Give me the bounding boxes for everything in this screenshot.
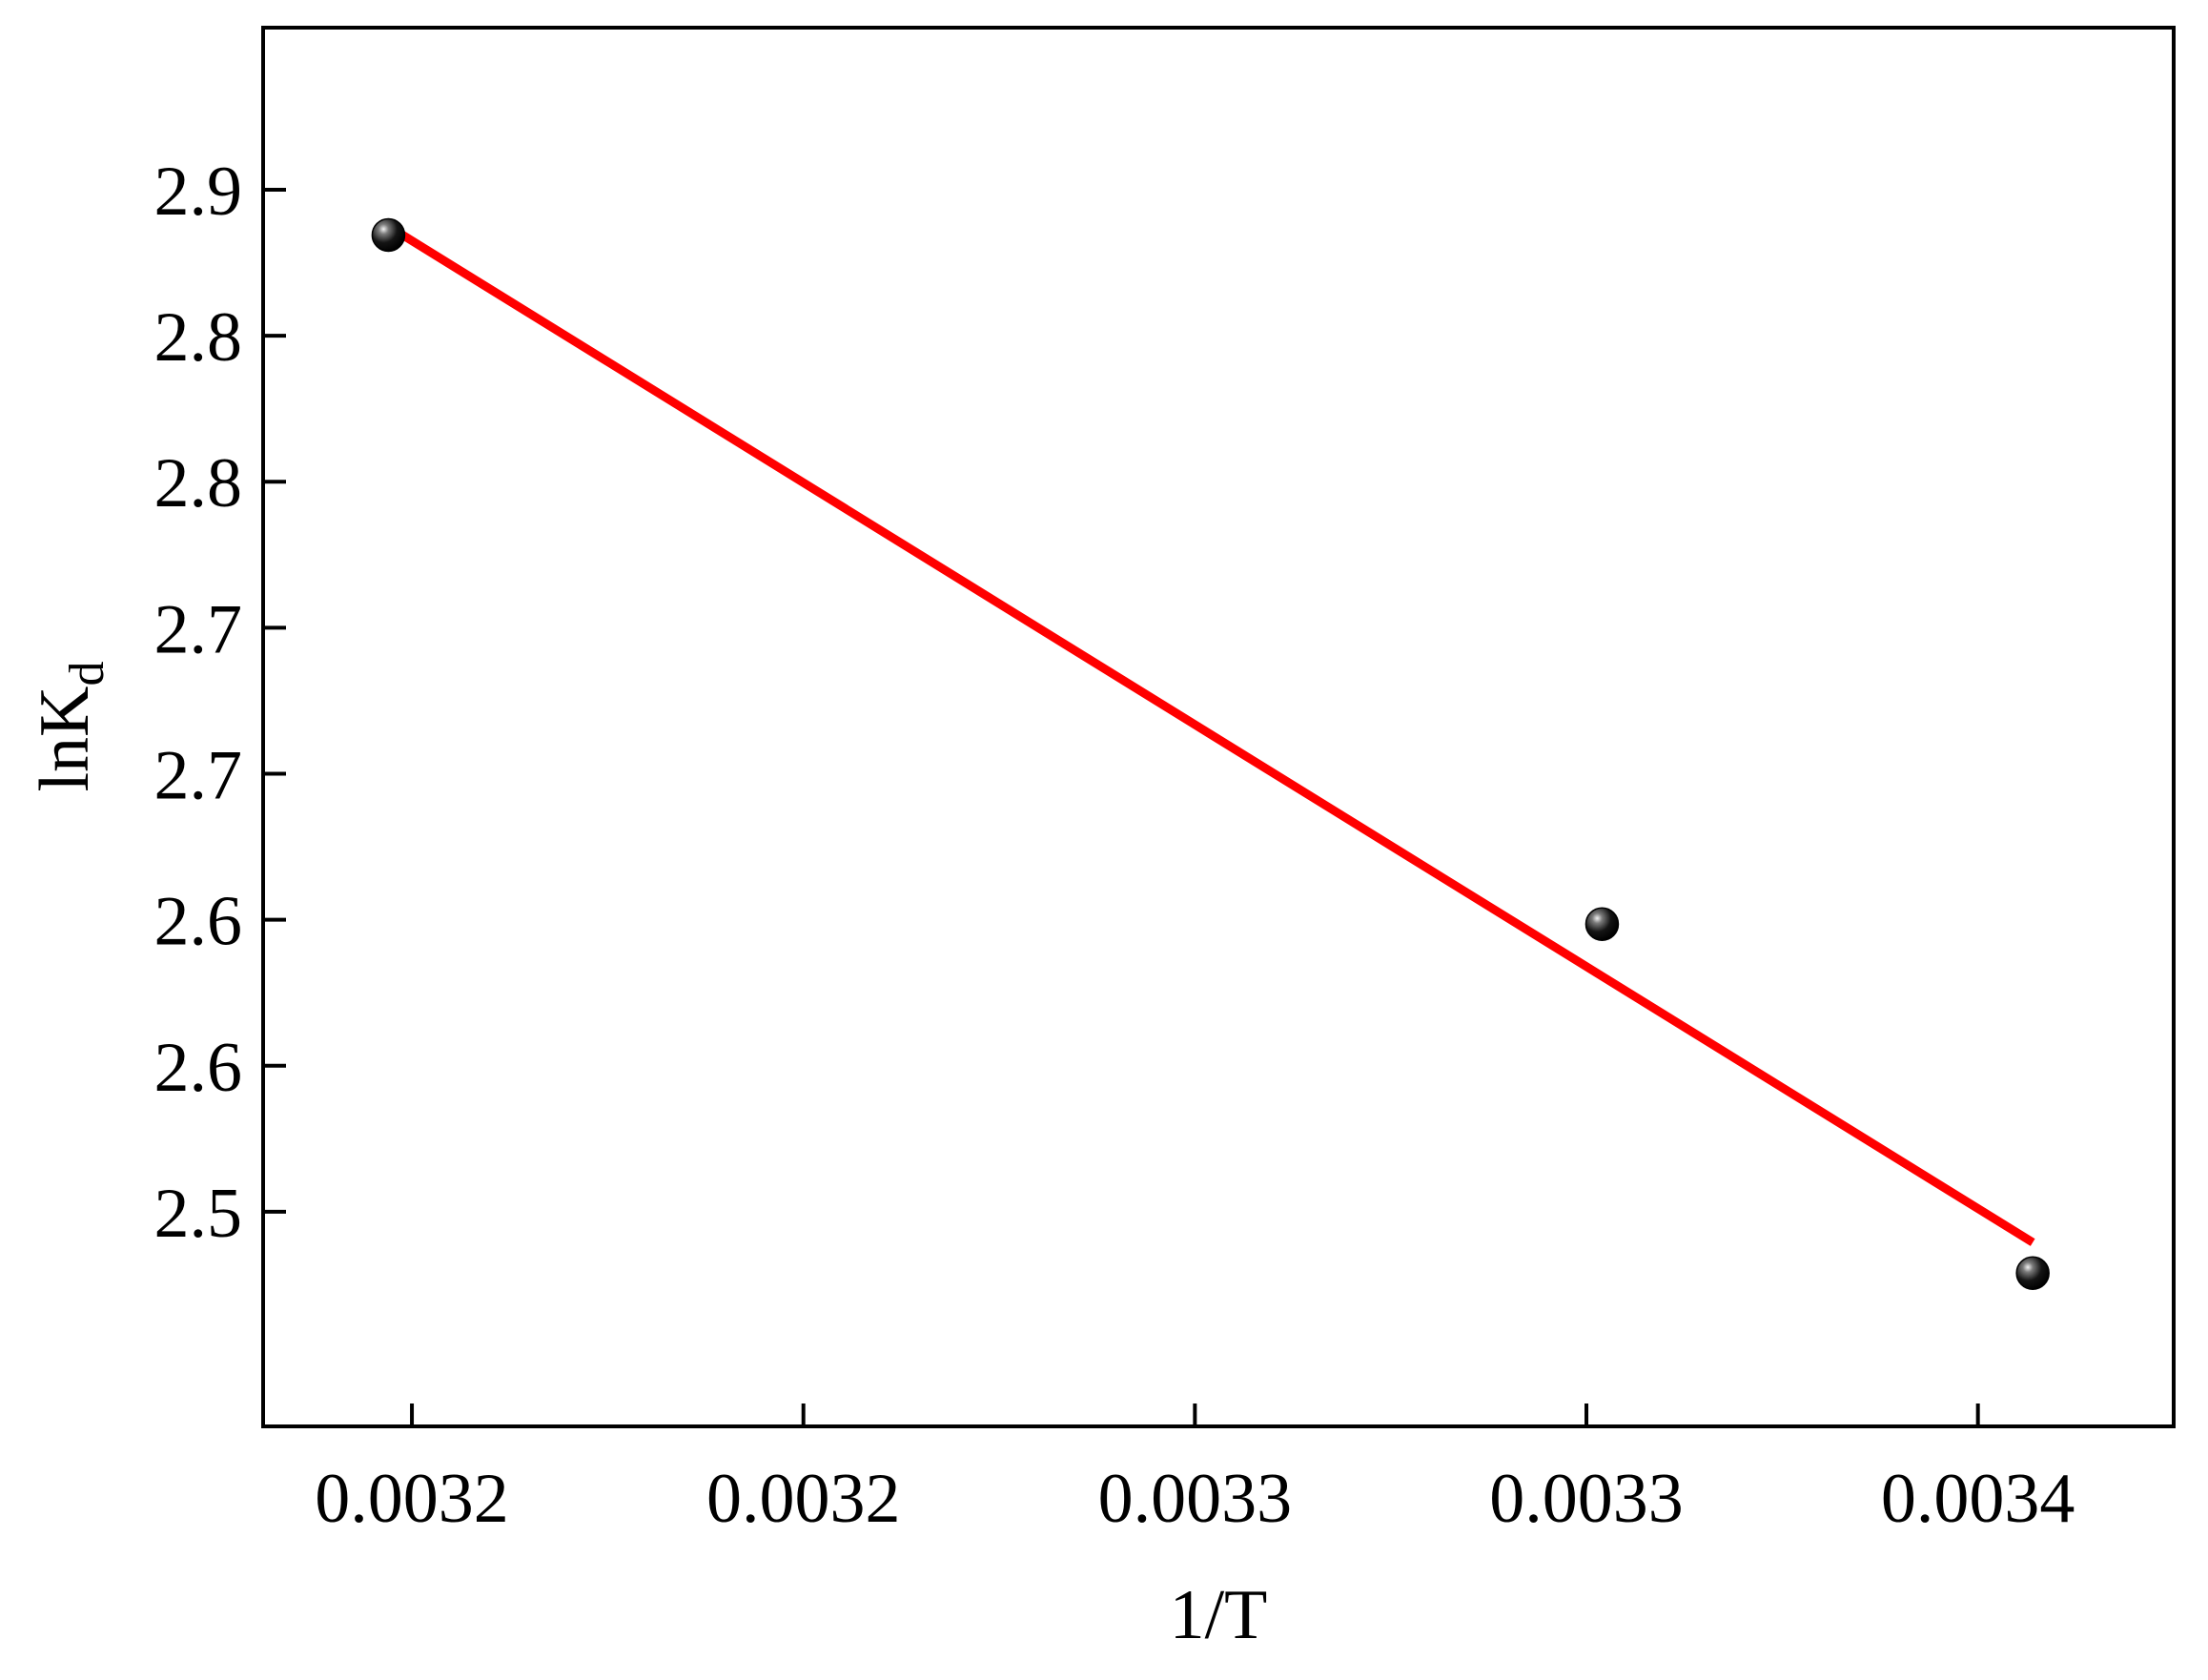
- y-tick-label-3: 2.7: [154, 737, 243, 815]
- data-point-0: [371, 217, 406, 253]
- series-layer: [371, 217, 2050, 1290]
- x-tick-label-4: 0.0034: [1881, 1460, 2075, 1538]
- y-tick-label-6: 2.8: [154, 298, 243, 377]
- x-tick-label-0: 0.0032: [315, 1460, 509, 1538]
- y-tick-label-2: 2.6: [154, 883, 243, 961]
- data-point-marker-1: [1584, 907, 1620, 941]
- x-tick-label-2: 0.0033: [1098, 1460, 1293, 1538]
- y-tick-label-1: 2.6: [154, 1029, 243, 1107]
- y-axis-title-subscript: d: [60, 662, 114, 686]
- plot-area-frame: [261, 26, 2176, 1428]
- y-axis-title: lnKd: [26, 662, 114, 792]
- y-tick-label-4: 2.7: [154, 590, 243, 668]
- data-point-marker-0: [371, 217, 406, 253]
- x-axis-title: 1/T: [1170, 1576, 1268, 1654]
- x-tick-label-1: 0.0032: [706, 1460, 901, 1538]
- x-tick-label-3: 0.0033: [1489, 1460, 1684, 1538]
- data-point-marker-2: [2015, 1256, 2050, 1290]
- y-tick-label-5: 2.8: [154, 444, 243, 522]
- data-point-2: [2015, 1256, 2050, 1290]
- fit-line: [386, 222, 2035, 1246]
- tick-labels-layer: 0.0032 0.0032 0.0033 0.0033 0.0034 2.5 2.6 2.6 2…: [154, 153, 2075, 1538]
- data-point-1: [1584, 907, 1620, 941]
- y-tick-label-0: 2.5: [154, 1175, 243, 1253]
- y-tick-label-7: 2.9: [154, 153, 243, 231]
- y-axis-title-main: lnK: [26, 686, 104, 792]
- ticks-layer: [263, 187, 1980, 1426]
